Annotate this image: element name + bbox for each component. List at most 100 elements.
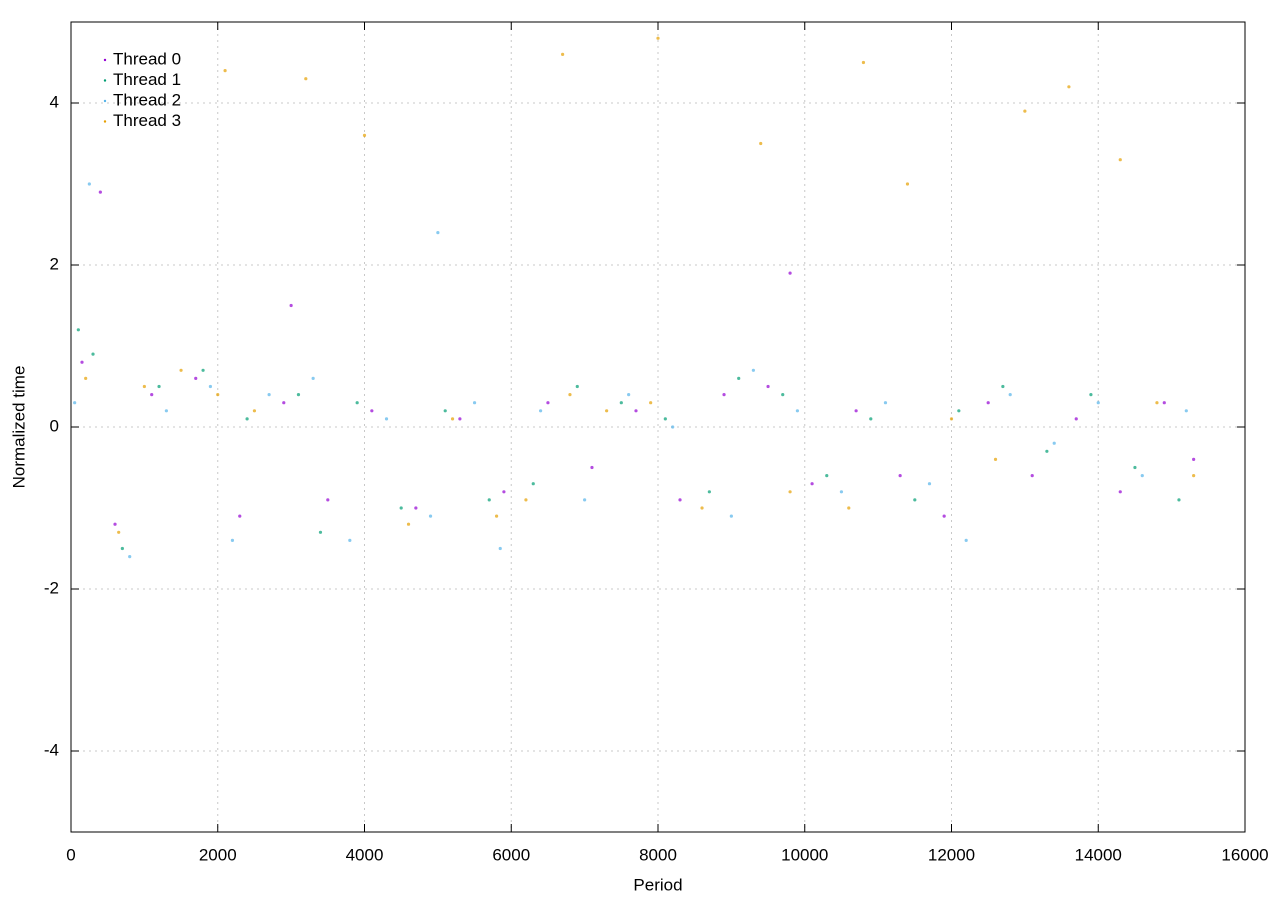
point xyxy=(781,393,785,397)
point xyxy=(788,271,792,275)
point xyxy=(722,393,726,397)
legend-marker xyxy=(103,79,107,82)
point xyxy=(729,514,733,518)
point xyxy=(663,417,667,421)
point xyxy=(678,498,682,502)
point xyxy=(913,498,917,502)
point xyxy=(304,77,308,81)
x-tick-label: 8000 xyxy=(639,845,677,864)
legend-label: Thread 2 xyxy=(113,90,181,109)
point xyxy=(362,133,367,137)
point xyxy=(964,538,968,543)
point xyxy=(150,393,154,397)
point xyxy=(1045,449,1049,453)
point xyxy=(117,530,121,534)
point xyxy=(128,555,132,559)
point xyxy=(1192,474,1196,478)
point xyxy=(355,401,359,405)
point xyxy=(252,409,257,413)
point xyxy=(810,482,814,486)
point xyxy=(289,303,293,308)
point xyxy=(605,409,609,413)
x-tick-label: 14000 xyxy=(1075,845,1122,864)
x-tick-label: 0 xyxy=(66,845,75,864)
point xyxy=(583,498,587,502)
point xyxy=(84,376,88,380)
point xyxy=(113,522,117,526)
y-tick-label: 2 xyxy=(50,254,59,273)
point xyxy=(98,190,102,194)
point xyxy=(267,393,271,397)
point xyxy=(282,401,286,405)
point xyxy=(73,401,77,405)
point xyxy=(986,401,990,405)
point xyxy=(898,474,902,478)
x-tick-label: 6000 xyxy=(492,845,530,864)
point xyxy=(766,384,770,389)
point xyxy=(370,409,374,413)
point xyxy=(494,514,499,518)
point xyxy=(839,490,844,494)
point xyxy=(157,384,161,389)
point xyxy=(634,409,638,413)
point xyxy=(223,69,227,73)
point xyxy=(87,182,91,186)
point xyxy=(1052,441,1056,445)
point xyxy=(1118,490,1122,494)
point xyxy=(1177,498,1181,502)
point xyxy=(428,514,433,518)
x-tick-label: 10000 xyxy=(781,845,828,864)
point xyxy=(590,465,594,470)
legend-marker xyxy=(103,120,107,123)
y-axis-label: Normalized time xyxy=(9,366,28,489)
point xyxy=(568,393,572,397)
point xyxy=(575,384,579,389)
x-tick-label: 16000 xyxy=(1221,845,1268,864)
point xyxy=(164,409,168,413)
point xyxy=(737,376,741,380)
point xyxy=(942,514,946,518)
point xyxy=(406,522,411,526)
point xyxy=(179,368,183,372)
point xyxy=(861,60,866,65)
point xyxy=(788,490,792,494)
point xyxy=(795,409,800,413)
point xyxy=(142,384,146,389)
point xyxy=(238,514,242,518)
point xyxy=(1030,474,1034,478)
point xyxy=(1140,474,1144,478)
point xyxy=(80,360,84,364)
point xyxy=(993,457,998,461)
point xyxy=(296,393,301,397)
legend-label: Thread 1 xyxy=(113,70,181,89)
point xyxy=(707,490,711,494)
point xyxy=(436,231,440,235)
legend-label: Thread 3 xyxy=(113,111,181,130)
point xyxy=(561,52,565,57)
point xyxy=(905,182,910,186)
point xyxy=(208,384,213,389)
point xyxy=(627,393,631,397)
point xyxy=(949,417,954,421)
point xyxy=(1001,384,1005,389)
point xyxy=(751,368,755,372)
x-tick-label: 2000 xyxy=(199,845,237,864)
point xyxy=(311,376,315,380)
point xyxy=(472,401,477,405)
point xyxy=(1008,393,1012,397)
point xyxy=(194,376,198,380)
legend-marker xyxy=(103,99,107,103)
point xyxy=(318,530,323,534)
point xyxy=(1155,401,1159,405)
point xyxy=(450,417,455,421)
point xyxy=(487,498,491,502)
point xyxy=(1192,457,1196,461)
legend-marker xyxy=(103,58,107,62)
point xyxy=(216,393,220,397)
point xyxy=(847,506,851,510)
point xyxy=(414,506,418,510)
x-tick-label: 12000 xyxy=(928,845,975,864)
y-tick-label: -4 xyxy=(44,740,59,759)
point xyxy=(458,417,462,421)
point xyxy=(1162,401,1166,405)
